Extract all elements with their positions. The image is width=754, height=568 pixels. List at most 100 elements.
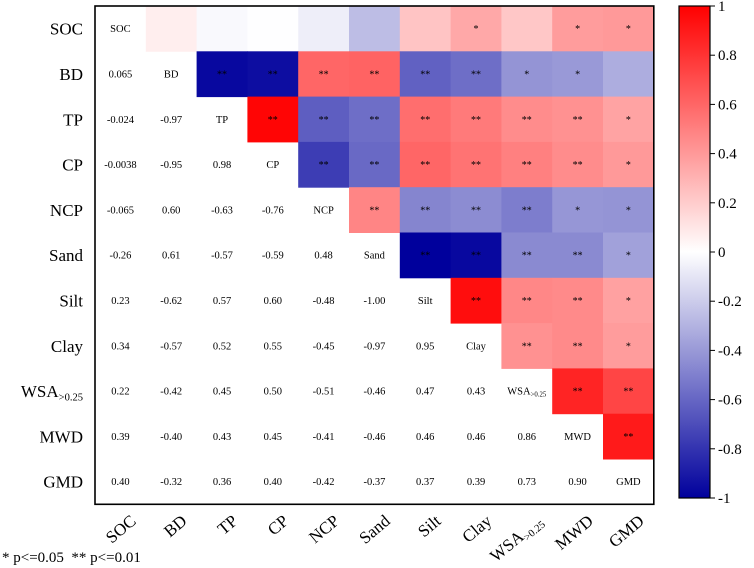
significance-marker-6-9: ** [573, 296, 583, 307]
correlation-value-10-2: 0.36 [213, 477, 231, 488]
colorbar-tick-label-6: -0.2 [718, 294, 742, 310]
significance-marker-8-10: ** [623, 387, 633, 398]
heatmap-cell-3-10 [603, 141, 655, 188]
correlation-value-3-0: -0.0038 [104, 160, 136, 171]
colorbar-tick-label-5: 0 [718, 245, 726, 261]
column-label-10: GMD [605, 511, 648, 551]
significance-marker-2-10: * [626, 115, 631, 126]
correlation-value-2-0: -0.024 [107, 115, 135, 126]
significance-marker-1-9: * [575, 69, 580, 80]
heatmap-cell-0-5 [349, 6, 401, 52]
diagonal-label-6: Silt [418, 296, 433, 307]
heatmap-cell-1-2 [196, 51, 248, 98]
correlation-value-10-4: -0.42 [313, 477, 335, 488]
correlation-value-10-7: 0.39 [467, 477, 485, 488]
heatmap-cell-6-10 [603, 277, 655, 324]
heatmap-cell-0-2 [196, 6, 248, 52]
diagonal-label-3: CP [266, 160, 279, 171]
correlation-value-8-2: 0.45 [213, 387, 231, 398]
significance-marker-2-8: ** [522, 115, 532, 126]
significance-marker-0-10: * [626, 24, 631, 35]
significance-marker-2-7: ** [471, 115, 481, 126]
significance-marker-4-7: ** [471, 205, 481, 216]
diagonal-label-4: NCP [313, 205, 334, 216]
significance-marker-3-8: ** [522, 160, 532, 171]
heatmap-cell-0-10 [603, 6, 655, 52]
significance-marker-5-9: ** [573, 251, 583, 262]
heatmap-cell-7-9 [552, 323, 604, 369]
heatmap-cell-5-9 [552, 232, 604, 279]
diagonal-label-2: TP [216, 115, 228, 126]
heatmap-cell-2-9 [552, 96, 604, 143]
significance-marker-7-9: ** [573, 341, 583, 352]
colorbar-tick-label-4: 0.2 [718, 196, 737, 212]
column-label-4: NCP [305, 511, 343, 547]
heatmap-cell-6-7 [450, 277, 502, 324]
significance-marker-1-3: ** [268, 69, 278, 80]
heatmap-cell-1-7 [450, 51, 502, 98]
heatmap-cell-1-5 [349, 51, 401, 98]
heatmap-cell-0-8 [501, 6, 553, 52]
heatmap-cell-1-9 [552, 51, 604, 98]
correlation-value-8-6: 0.47 [416, 387, 434, 398]
column-label-3: CP [264, 511, 292, 539]
significance-marker-3-5: ** [369, 160, 379, 171]
heatmap-frame [94, 5, 655, 506]
colorbar-tick-label-3: 0.4 [718, 147, 737, 163]
correlation-value-10-6: 0.37 [416, 477, 434, 488]
correlation-value-7-1: -0.57 [160, 341, 182, 352]
heatmap-cell-0-3 [247, 6, 299, 52]
correlation-value-5-1: 0.61 [162, 251, 180, 262]
heatmap-cell-7-10 [603, 323, 655, 369]
correlation-value-4-3: -0.76 [262, 205, 284, 216]
heatmap-cell-4-7 [450, 187, 502, 233]
row-label-3: CP [62, 156, 83, 175]
heatmap-cell-0-6 [399, 6, 452, 52]
heatmap-cell-2-6 [399, 96, 452, 143]
diagonal-label-7: Clay [466, 341, 487, 352]
row-label-7: Clay [51, 337, 84, 356]
significance-marker-0-9: * [575, 24, 580, 35]
correlation-value-6-5: -1.00 [363, 296, 385, 307]
correlation-value-2-1: -0.97 [160, 115, 182, 126]
colorbar [678, 5, 711, 499]
row-label-1: BD [59, 65, 83, 84]
correlation-value-7-5: -0.97 [363, 341, 385, 352]
correlation-value-9-7: 0.46 [467, 432, 485, 443]
correlation-value-6-3: 0.60 [264, 296, 282, 307]
correlation-value-8-4: -0.51 [313, 387, 335, 398]
significance-marker-6-7: ** [471, 296, 481, 307]
significance-marker-3-7: ** [471, 160, 481, 171]
heatmap-cell-1-4 [298, 51, 350, 98]
colorbar-tick-label-9: -0.8 [718, 442, 742, 458]
row-label-10: GMD [43, 473, 83, 492]
correlation-value-4-1: 0.60 [162, 205, 180, 216]
correlation-value-9-0: 0.39 [111, 432, 129, 443]
heatmap-cell-6-8 [501, 277, 553, 324]
significance-marker-2-9: ** [573, 115, 583, 126]
row-label-4: NCP [50, 201, 83, 220]
correlation-value-4-2: -0.63 [211, 205, 233, 216]
heatmap-cell-0-7 [450, 6, 502, 52]
heatmap-cell-2-8 [501, 96, 553, 143]
correlation-value-8-5: -0.46 [363, 387, 385, 398]
heatmap-cell-2-3 [247, 96, 299, 143]
heatmap-cell-3-6 [399, 141, 452, 188]
correlation-value-9-1: -0.40 [160, 432, 182, 443]
heatmap-cell-1-3 [247, 51, 299, 98]
correlation-value-1-0: 0.065 [109, 69, 133, 80]
significance-marker-2-3: ** [268, 115, 278, 126]
correlation-value-10-5: -0.37 [363, 477, 385, 488]
heatmap-cell-4-9 [552, 187, 604, 233]
correlation-value-9-4: -0.41 [313, 432, 335, 443]
colorbar-tick-label-2: 0.6 [718, 97, 737, 113]
correlation-value-6-1: -0.62 [160, 296, 182, 307]
significance-marker-4-10: * [626, 205, 631, 216]
colorbar-tick-label-8: -0.6 [718, 393, 742, 409]
correlation-value-9-6: 0.46 [416, 432, 434, 443]
column-label-8: WSA>0.25 [486, 511, 548, 568]
correlation-value-7-3: 0.55 [264, 341, 282, 352]
column-label-0: SOC [102, 511, 140, 547]
correlation-value-9-5: -0.46 [363, 432, 385, 443]
